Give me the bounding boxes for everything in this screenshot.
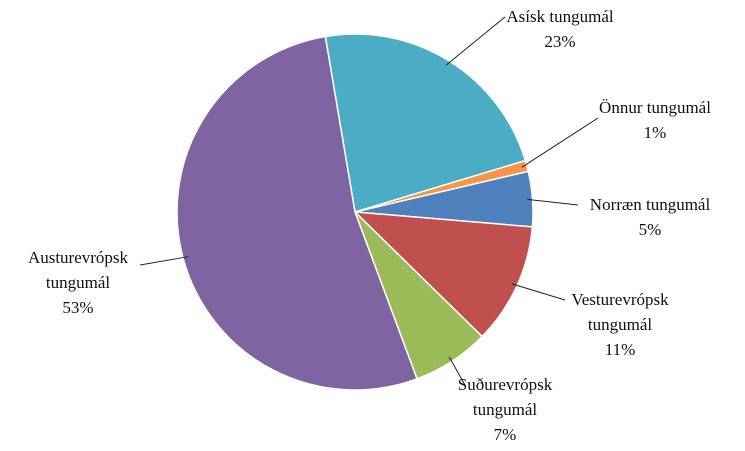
value-label: 5% bbox=[638, 220, 662, 239]
leader-line bbox=[139, 256, 189, 266]
slice-label: Asísk tungumál 23% bbox=[485, 4, 635, 54]
value-label: 7% bbox=[493, 425, 517, 444]
value-label: 53% bbox=[62, 298, 94, 317]
slice-label: Suðurevrópsk tungumál 7% bbox=[440, 372, 570, 447]
leader-line bbox=[511, 283, 566, 301]
slice-label: Önnur tungumál 1% bbox=[580, 95, 730, 145]
leader-line bbox=[527, 198, 579, 206]
leader-line bbox=[448, 356, 466, 386]
leader-line bbox=[445, 16, 506, 66]
leader-line bbox=[521, 117, 599, 168]
slice-label: Austurevrópsk tungumál 53% bbox=[8, 245, 148, 320]
value-label: 1% bbox=[643, 123, 667, 142]
value-label: 23% bbox=[544, 32, 576, 51]
value-label: 11% bbox=[604, 340, 636, 359]
pie-slice bbox=[324, 33, 527, 213]
slice-label: Vesturevrópsk tungumál 11% bbox=[550, 287, 690, 362]
pie-slice bbox=[352, 211, 534, 338]
slice-label: Norræn tungumál 5% bbox=[570, 192, 730, 242]
